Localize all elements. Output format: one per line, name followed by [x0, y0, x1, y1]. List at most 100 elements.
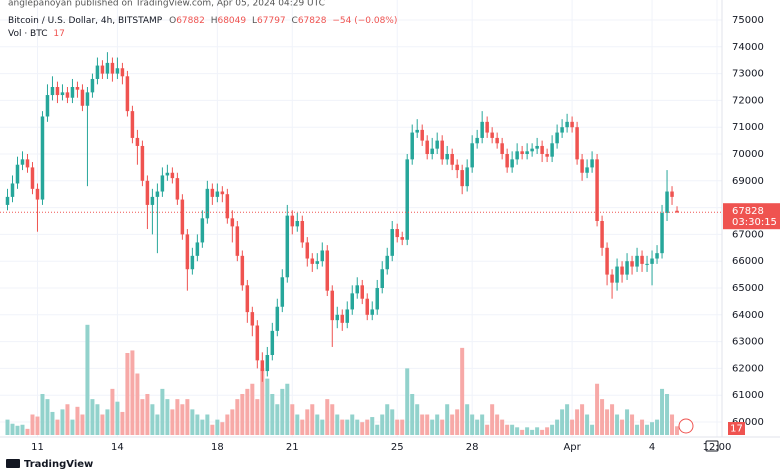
- volume-bar: [445, 404, 450, 435]
- candle-body: [650, 258, 654, 264]
- x-tick-label: 12:00: [703, 442, 732, 453]
- logo: [6, 459, 20, 468]
- volume-bar: [110, 388, 115, 435]
- volume-bar: [280, 388, 285, 435]
- volume-bar: [595, 383, 600, 435]
- volume-bar: [635, 424, 640, 435]
- volume-bar: [490, 404, 495, 435]
- volume-bar: [175, 399, 180, 435]
- volume-bar: [145, 394, 150, 435]
- volume-bar: [560, 409, 565, 435]
- candle-body: [600, 221, 604, 248]
- volume-tag: [728, 422, 745, 435]
- volume-bar: [400, 419, 405, 435]
- volume-bar: [455, 409, 460, 435]
- volume-bar: [180, 404, 185, 435]
- volume-bar: [460, 347, 465, 435]
- y-tick-label: 66000: [732, 256, 764, 267]
- candle-body: [230, 218, 235, 227]
- candle-body: [380, 269, 384, 288]
- candle-body: [220, 191, 225, 195]
- candle-body: [390, 229, 394, 256]
- volume-bar: [390, 409, 395, 435]
- volume-bar: [650, 422, 655, 435]
- volume-bar: [405, 368, 410, 435]
- x-tick-label: 25: [391, 442, 404, 453]
- volume-bar: [555, 419, 560, 435]
- candle-body: [80, 89, 85, 106]
- settings-icon[interactable]: [705, 440, 719, 452]
- candle-body: [425, 140, 429, 155]
- volume-bar: [190, 409, 195, 435]
- volume-bar: [345, 419, 350, 435]
- icon-frame[interactable]: [705, 440, 719, 452]
- candle-body: [440, 140, 444, 160]
- flag-icon[interactable]: [678, 418, 694, 434]
- candle-body: [465, 167, 469, 187]
- candle-body: [590, 159, 594, 168]
- footer-brand: TradingView: [24, 459, 93, 470]
- candle-body: [570, 121, 574, 128]
- volume-bar: [5, 419, 10, 435]
- candle-body: [545, 154, 549, 157]
- candle-body: [310, 258, 315, 264]
- volume-bar: [275, 404, 280, 435]
- volume-bar: [135, 373, 140, 435]
- volume-bar: [100, 414, 105, 435]
- volume-bar: [540, 429, 545, 435]
- volume-bar: [70, 419, 75, 435]
- volume-bar: [260, 368, 265, 435]
- candle-body: [40, 116, 45, 200]
- volume-bar: [130, 350, 135, 435]
- y-tick-label: 65000: [732, 283, 764, 294]
- candle-body: [10, 183, 15, 197]
- candle-body: [100, 65, 105, 74]
- y-tick-label: 74000: [732, 42, 764, 53]
- candle-body: [305, 242, 310, 259]
- volume-bar: [395, 419, 400, 435]
- candle-body: [85, 92, 90, 106]
- volume-bar: [330, 404, 335, 435]
- footer: TradingView: [6, 459, 93, 470]
- volume-bar: [585, 414, 590, 435]
- volume-bar: [640, 419, 645, 435]
- x-tick-label: 21: [286, 442, 299, 453]
- candle-body: [155, 191, 160, 197]
- candle-body: [615, 266, 619, 283]
- y-tick-label: 60000: [732, 417, 764, 428]
- candle-body: [605, 247, 609, 275]
- candle-body: [365, 298, 369, 315]
- y-tick-label: 75000: [732, 15, 764, 26]
- candle-body: [300, 221, 305, 243]
- candle-body: [170, 172, 175, 179]
- volume-bar: [480, 414, 485, 435]
- candle-body: [260, 360, 265, 372]
- grid: [0, 0, 722, 437]
- candle-body: [175, 178, 180, 200]
- candle-body: [540, 145, 544, 155]
- volume-bar: [360, 422, 365, 435]
- volume-bar: [60, 409, 65, 435]
- candle-body: [495, 137, 499, 144]
- volume-bar: [425, 414, 430, 435]
- x-tick-label: 28: [466, 442, 479, 453]
- volume-bar: [320, 419, 325, 435]
- news-icon[interactable]: [678, 418, 694, 434]
- candle-body: [210, 188, 215, 197]
- candle-body: [235, 226, 240, 256]
- volume-bar: [195, 414, 200, 435]
- candle-body: [655, 253, 659, 259]
- candle-body: [120, 68, 125, 77]
- candle-body: [610, 274, 614, 283]
- candle-body: [195, 242, 200, 256]
- candle-body: [250, 312, 255, 326]
- volume-bar: [80, 414, 85, 435]
- candle-body: [470, 143, 474, 168]
- candle-body: [385, 255, 389, 270]
- candle-body: [620, 266, 624, 275]
- volume-bar: [185, 399, 190, 435]
- candle-body: [445, 154, 449, 160]
- candle-body: [420, 129, 424, 141]
- candle-body: [335, 314, 340, 321]
- x-tick-label: Apr: [563, 442, 581, 453]
